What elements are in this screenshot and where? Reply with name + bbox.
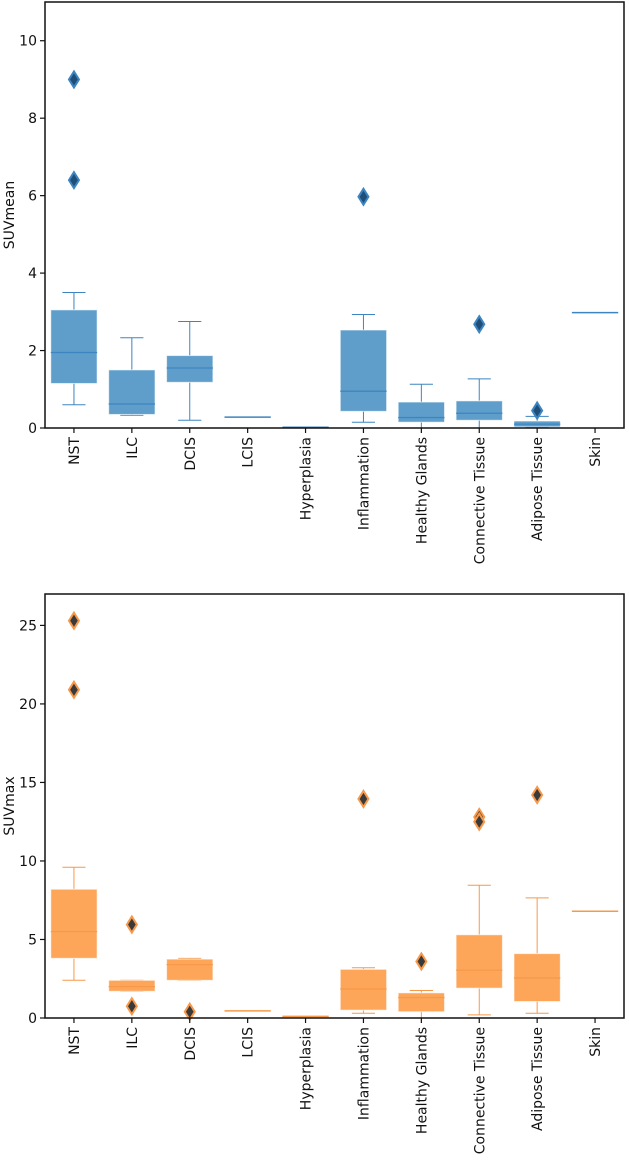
outlier-point (67, 170, 81, 191)
x-tick-label: Healthy Glands (414, 437, 430, 544)
iqr-box (166, 958, 214, 981)
x-tick-label: Healthy Glands (414, 1027, 430, 1134)
x-tick-label: Connective Tissue (472, 1027, 488, 1154)
y-axis-title: SUVmax (2, 776, 18, 835)
x-tick-label: LCIS (241, 1027, 257, 1058)
iqr-box (166, 355, 214, 383)
outlier-point (67, 69, 81, 90)
y-axis-title: SUVmean (2, 181, 18, 249)
y-tick-label: 20 (19, 697, 37, 713)
x-tick-label: Adipose Tissue (530, 437, 546, 541)
x-tick-label: Hyperplasia (299, 1027, 315, 1110)
x-tick-label: ILC (125, 1027, 141, 1049)
outlier-point (530, 785, 544, 805)
x-tick-label: Inflammation (356, 437, 372, 530)
x-tick-label: Connective Tissue (472, 437, 488, 564)
box-ilc (108, 337, 156, 416)
outlier-point (67, 679, 81, 700)
box-adipose-tissue (513, 785, 561, 1014)
y-tick-label: 8 (28, 111, 37, 127)
outlier-point (357, 186, 370, 207)
outlier-point (530, 400, 544, 421)
outlier-point (357, 789, 370, 809)
iqr-box (455, 400, 503, 421)
chart-panel-suvmean: 0 2 4 6 8 10 NST ILC DCIS LCIS Hyperplasia Inflamma… (2, 1, 625, 564)
outlier-point (473, 314, 486, 335)
y-tick-label: 2 (28, 344, 37, 360)
x-tick-label: Skin (588, 1027, 604, 1057)
y-tick-label: 4 (28, 266, 37, 282)
x-tick-label: Skin (588, 437, 604, 467)
outlier-point (415, 951, 428, 972)
outlier-point (67, 610, 81, 631)
iqr-box (50, 309, 98, 384)
iqr-box (339, 968, 388, 1011)
chart-panel-suvmax: 0 5 10 15 20 25 NST ILC DCIS LCIS Hyperplasia Infla… (2, 593, 625, 1154)
y-tick-label: 15 (19, 775, 37, 791)
y-tick-label: 0 (28, 421, 37, 437)
x-tick-label: NST (67, 1027, 83, 1055)
outlier-point (473, 811, 486, 832)
iqr-box (397, 401, 446, 423)
iqr-box (108, 979, 156, 992)
x-tick-label: Hyperplasia (299, 437, 315, 520)
box-nst (50, 610, 98, 981)
iqr-box (397, 992, 446, 1013)
outlier-point (125, 996, 139, 1017)
box-connective-tissue (455, 314, 503, 429)
box-inflammation (339, 186, 388, 423)
iqr-box (50, 888, 98, 959)
y-tick-label: 25 (19, 618, 37, 634)
y-tick-label: 6 (28, 189, 37, 205)
x-tick-label: NST (67, 437, 83, 465)
iqr-box (108, 369, 156, 415)
y-tick-label: 10 (19, 34, 37, 50)
x-tick-label: Inflammation (356, 1027, 372, 1120)
y-tick-label: 10 (19, 854, 37, 870)
axes-frame (44, 593, 625, 1019)
x-tick-label: ILC (125, 437, 141, 459)
box-nst (50, 69, 98, 406)
x-tick-label: LCIS (241, 437, 257, 468)
x-tick-label: DCIS (183, 437, 199, 471)
box-ilc (108, 914, 156, 1017)
box-dcis (166, 957, 214, 1022)
box-adipose-tissue (513, 400, 561, 428)
y-tick-label: 0 (28, 1011, 37, 1027)
x-tick-label: Adipose Tissue (530, 1027, 546, 1131)
outlier-point (125, 914, 139, 935)
box-dcis (166, 321, 214, 421)
box-healthy-glands (397, 383, 446, 429)
x-tick-label: DCIS (183, 1027, 199, 1061)
box-inflammation (339, 789, 388, 1014)
axes-frame (44, 1, 625, 429)
box-connective-tissue (455, 807, 503, 1016)
iqr-box (455, 934, 503, 989)
box-healthy-glands (397, 951, 446, 1019)
iqr-box (339, 329, 388, 412)
y-tick-label: 5 (28, 932, 37, 948)
